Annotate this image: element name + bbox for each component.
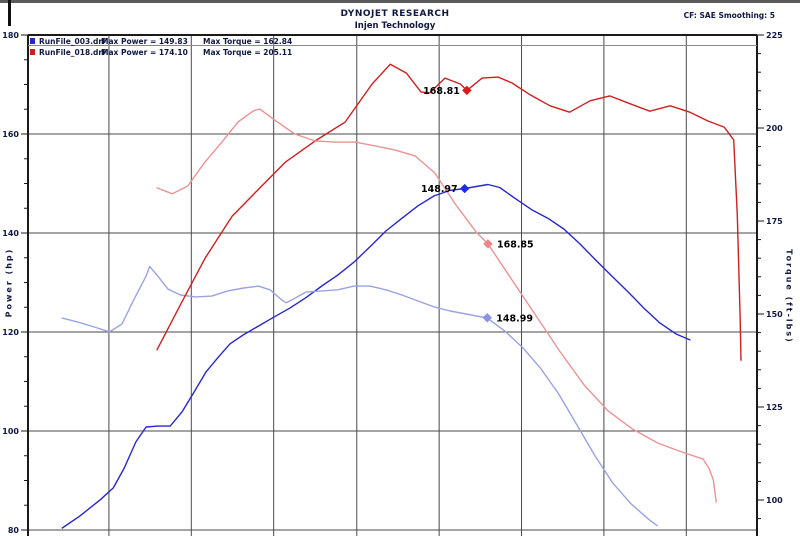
chart-subtitle: Injen Technology — [354, 21, 436, 31]
right-axis-tick-label: 125 — [766, 403, 783, 412]
left-axis-tick-label: 140 — [2, 229, 19, 238]
data-point-diamond — [483, 239, 493, 249]
legend-row: RunFile_003.drf Max Power = 149.83 Max T… — [30, 36, 292, 46]
screen-edge-artifact — [0, 0, 800, 3]
legend-color-chip-blue — [30, 38, 35, 44]
legend-max-power: Max Power = 149.83 — [101, 36, 188, 46]
right-axis-tick-label: 200 — [766, 124, 783, 133]
legend-max-torque: Max Torque = 162.84 — [203, 36, 293, 46]
right-axis-title: Torque (ft-lbs) — [784, 249, 794, 344]
left-axis-tick-label: 80 — [8, 526, 20, 535]
curve-runfile_003-drf-power — [61, 183, 691, 529]
chart-title: DYNOJET RESEARCH — [340, 9, 450, 19]
data-point-label: 168.85 — [497, 239, 534, 250]
legend-row: RunFile_018.drf Max Power = 174.10 Max T… — [30, 47, 292, 57]
left-axis-title: Power (hp) — [4, 247, 14, 318]
screen-corner-artifact — [8, 0, 11, 26]
left-axis-tick-label: 160 — [2, 130, 19, 139]
correction-smoothing-label: CF: SAE Smoothing: 5 — [683, 11, 775, 20]
curve-runfile_003-drf-torque — [61, 265, 658, 527]
data-point-diamond — [482, 313, 492, 323]
right-axis-tick-label: 175 — [766, 217, 783, 226]
legend-max-torque: Max Torque = 205.11 — [203, 47, 293, 57]
data-point-label: 148.97 — [421, 184, 458, 195]
right-axis-tick-label: 100 — [766, 496, 783, 505]
data-point-diamond — [459, 183, 470, 194]
legend: RunFile_003.drf Max Power = 149.83 Max T… — [30, 36, 292, 58]
left-axis-tick-label: 120 — [2, 328, 19, 337]
left-axis-tick-label: 100 — [2, 427, 19, 436]
legend-max-power: Max Power = 174.10 — [101, 47, 188, 57]
left-axis-tick-label: 180 — [2, 31, 19, 40]
legend-file-name: RunFile_003.drf — [39, 36, 106, 46]
right-axis-tick-label: 225 — [766, 31, 783, 40]
data-point-diamond — [462, 85, 472, 96]
data-point-label: 148.99 — [496, 313, 533, 324]
data-point-label: 168.81 — [423, 86, 460, 97]
curve-runfile_018-drf-torque — [156, 108, 717, 503]
curve-runfile_018-drf-power — [156, 63, 742, 361]
legend-color-chip-red — [30, 49, 35, 55]
right-axis-tick-label: 150 — [766, 310, 783, 319]
legend-file-name: RunFile_018.drf — [39, 47, 106, 57]
